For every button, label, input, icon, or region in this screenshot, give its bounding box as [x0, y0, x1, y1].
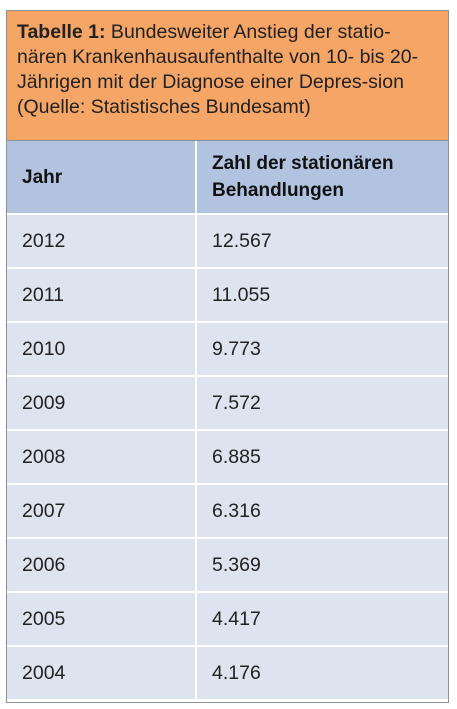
cell-count: 9.773 [196, 322, 448, 377]
table-caption: Tabelle 1: Bundesweiter Anstieg der stat… [7, 11, 448, 141]
cell-count: 5.369 [196, 538, 448, 593]
table-row: 2012 12.567 [7, 214, 448, 269]
table-row: 2011 11.055 [7, 268, 448, 323]
caption-text: Bundesweiter Anstieg der statio-nären Kr… [17, 21, 419, 118]
header-jahr: Jahr [7, 141, 197, 215]
table-row: 2006 5.369 [7, 538, 448, 593]
cell-year: 2012 [7, 214, 197, 269]
cell-year: 2009 [7, 376, 197, 431]
cell-year: 2004 [7, 646, 197, 699]
cell-count: 4.176 [196, 646, 448, 699]
cell-count: 12.567 [196, 214, 448, 269]
cell-year: 2011 [7, 268, 197, 323]
cell-count: 6.316 [196, 484, 448, 539]
table-row: 2009 7.572 [7, 376, 448, 431]
table-row: 2007 6.316 [7, 484, 448, 539]
cell-count: 11.055 [196, 268, 448, 323]
header-row: Jahr Zahl der stationären Behandlungen [7, 141, 448, 215]
cell-count: 7.572 [196, 376, 448, 431]
table-row: 2004 4.176 [7, 646, 448, 699]
cell-year: 2010 [7, 322, 197, 377]
table-row: 2008 6.885 [7, 430, 448, 485]
data-table: Jahr Zahl der stationären Behandlungen 2… [7, 141, 448, 699]
table-frame: Tabelle 1: Bundesweiter Anstieg der stat… [6, 10, 449, 703]
cell-year: 2008 [7, 430, 197, 485]
caption-label: Tabelle 1: [17, 21, 106, 43]
cell-count: 4.417 [196, 592, 448, 647]
cell-year: 2007 [7, 484, 197, 539]
cell-year: 2005 [7, 592, 197, 647]
cell-count: 6.885 [196, 430, 448, 485]
cell-year: 2006 [7, 538, 197, 593]
table-row: 2010 9.773 [7, 322, 448, 377]
header-behandlungen: Zahl der stationären Behandlungen [196, 141, 448, 215]
table-row: 2005 4.417 [7, 592, 448, 647]
